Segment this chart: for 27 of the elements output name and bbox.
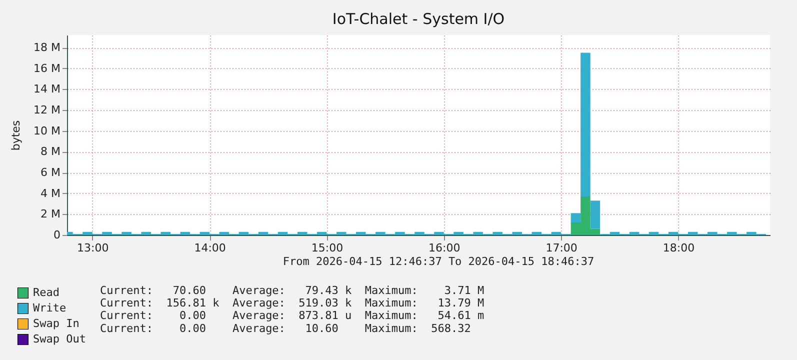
y-axis-title: bytes (10, 120, 23, 151)
y-tick-label: 12 M (34, 104, 60, 116)
text: From 2026-04-15 12:46:37 To 2026-04-15 18:46:37 (282, 255, 594, 268)
y-tick-label: 16 M (34, 62, 60, 75)
legend-label: Read (33, 286, 60, 299)
x-tick-label: 13:00 (77, 242, 109, 254)
legend-label: Swap Out (33, 332, 86, 346)
x-tick-label: 18:00 (662, 242, 695, 254)
y-tick-label: 6 M (40, 166, 60, 179)
y-tick-label: 8 M (40, 145, 60, 158)
x-tick-label: 17:00 (546, 242, 578, 254)
text: Current: 156.81 k Average: 519.03 k Maximum: 13.79 M (100, 296, 484, 310)
text: Current: 0.00 Average: 873.81 u Maximum: 54.61 m (100, 309, 484, 322)
legend-label: Write (33, 302, 66, 314)
x-tick-label: 16:00 (428, 242, 460, 254)
chart-title: IoT-Chalet - System I/O (332, 10, 505, 28)
y-tick-label: 10 M (34, 124, 60, 138)
x-tick-label: 15:00 (311, 242, 344, 254)
y-tick-label: 0 (54, 228, 60, 242)
y-tick-label: 14 M (34, 82, 60, 96)
text: Current: 0.00 Average: 10.60 Maximum: 568.32 (100, 322, 471, 335)
text: Current: 70.60 Average: 79.43 k Maximum: 3.71 M (100, 284, 484, 297)
y-tick-label: 18 M (34, 41, 60, 54)
y-tick-label: 2 M (40, 208, 60, 221)
legend-label: Swap In (33, 317, 80, 330)
y-tick-label: 4 M (40, 186, 60, 200)
x-tick-label: 14:00 (194, 242, 226, 254)
